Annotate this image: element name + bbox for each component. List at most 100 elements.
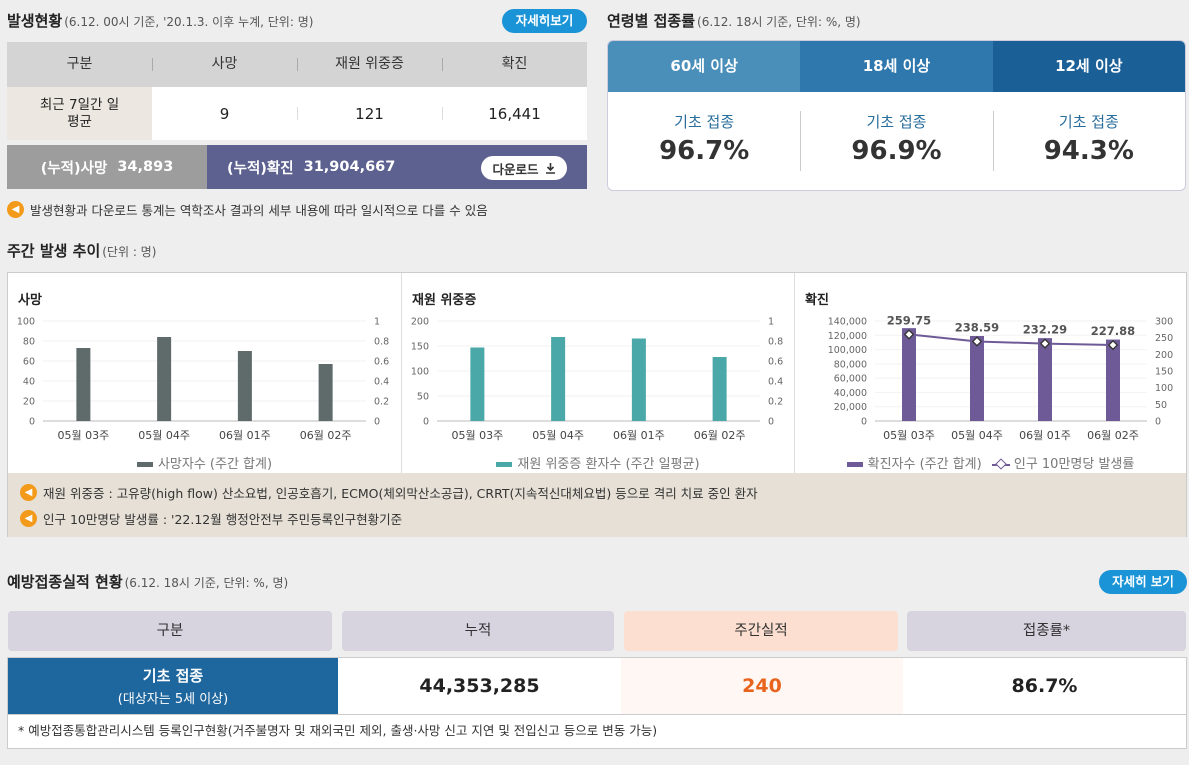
chart-title-confirmed: 확진	[805, 293, 829, 308]
y2-tick-label: 0	[768, 417, 774, 428]
vax-results-title: 예방접종실적 현황 (6.12. 18시 기준, 단위: %, 명)	[7, 571, 288, 592]
legend-critical-label: 재원 위중증 환자수 (주간 일평균)	[517, 457, 700, 472]
y2-tick-label: 250	[1155, 333, 1173, 344]
row-label-text: 최근 7일간 일평균	[39, 96, 120, 130]
weekly-subtitle: (단위 : 명)	[102, 245, 157, 259]
legend-swatch	[846, 462, 863, 467]
vax-row-title: 기초 접종	[142, 667, 204, 685]
bar	[970, 336, 984, 421]
legend-death: 사망자수 (주간 합계)	[8, 453, 401, 472]
age-vax-box: 60세 이상 18세 이상 12세 이상 기초 접종 96.7% 기초 접종 9…	[607, 40, 1186, 191]
vax-footnote: * 예방접종통합관리시스템 등록인구현황(거주불명자 및 재외국민 제외, 출생…	[18, 723, 658, 738]
legend-confirmed: 확진자수 (주간 합계) 인구 10만명당 발생률	[795, 453, 1186, 472]
x-tick-label: 06월 02주	[694, 429, 746, 442]
header-critical: 재원 위중증	[297, 42, 442, 87]
status-title-text: 발생현황	[7, 12, 63, 30]
y2-tick-label: 0.8	[768, 337, 783, 348]
y-tick-label: 0	[861, 417, 867, 428]
bar	[157, 337, 172, 421]
weekly-note-2: ◀ 인구 10만명당 발생률 : '22.12월 행정안전부 주민등록인구현황기준	[20, 509, 402, 528]
legend-swatch	[136, 462, 153, 467]
weekly-note-1: ◀ 재원 위중증 : 고유량(high flow) 산소요법, 인공호흡기, EC…	[20, 483, 758, 502]
data-label: 259.75	[887, 313, 931, 327]
y-tick-label: 0	[423, 417, 429, 428]
vax-row-subtitle: (대상자는 5세 이상)	[117, 692, 229, 707]
y-tick-label: 40,000	[834, 388, 867, 399]
age-cell-18: 기초 접종 96.9%	[800, 111, 992, 171]
data-label: 227.88	[1091, 324, 1135, 338]
y2-tick-label: 300	[1155, 317, 1173, 328]
rate-point	[971, 336, 983, 347]
y-tick-label: 80,000	[834, 359, 867, 370]
y2-tick-label: 0	[1155, 417, 1161, 428]
rate-point	[1039, 338, 1051, 349]
status-table: 구분 사망 재원 위중증 확진 최근 7일간 일평균 9 121 16,441	[7, 42, 587, 140]
chart-title-critical: 재원 위중증	[412, 293, 477, 308]
legend-critical: 재원 위중증 환자수 (주간 일평균)	[402, 453, 794, 472]
y-tick-label: 200	[411, 317, 429, 328]
y-tick-label: 60	[23, 357, 35, 368]
legend-death-label: 사망자수 (주간 합계)	[157, 457, 273, 472]
y2-tick-label: 150	[1155, 367, 1173, 378]
weekly-title: 주간 발생 추이 (단위 : 명)	[7, 240, 156, 261]
weekly-title-text: 주간 발생 추이	[7, 242, 101, 260]
y2-tick-label: 100	[1155, 383, 1173, 394]
x-tick-label: 06월 01주	[1019, 429, 1071, 442]
chart-panel-confirmed: 확진 0 20,000 40,000 60,000 80,000 100,000 120,0…	[794, 273, 1186, 473]
bar	[712, 357, 727, 421]
cumulative-death-value: 34,893	[117, 159, 174, 175]
age-label: 기초 접종	[674, 113, 735, 131]
vax-cumulative: 44,353,285	[419, 675, 540, 697]
legend-swatch	[496, 462, 513, 467]
download-button[interactable]: 다운로드	[481, 156, 567, 180]
cumulative-confirmed-value: 31,904,667	[303, 159, 396, 175]
y-tick-label: 40	[23, 377, 35, 388]
bar	[1038, 338, 1052, 421]
row-label: 최근 7일간 일평균	[7, 87, 152, 140]
y-tick-label: 20	[23, 397, 35, 408]
tab-12-plus[interactable]: 12세 이상	[992, 41, 1185, 92]
weekly-note-1-text: 재원 위중증 : 고유량(high flow) 산소요법, 인공호흡기, ECM…	[43, 486, 758, 501]
cumulative-confirmed-label: (누적)확진	[227, 160, 294, 177]
y2-tick-label: 1	[374, 317, 380, 328]
age-tabs: 60세 이상 18세 이상 12세 이상	[608, 41, 1185, 92]
age-vax-subtitle: (6.12. 18시 기준, 단위: %, 명)	[697, 15, 861, 29]
age-value-12: 94.3%	[1043, 136, 1134, 166]
x-tick-label: 05월 04주	[951, 429, 1003, 442]
weekly-note-2-text: 인구 10만명당 발생률 : '22.12월 행정안전부 주민등록인구현황기준	[43, 512, 403, 527]
age-vax-title: 연령별 접종률 (6.12. 18시 기준, 단위: %, 명)	[607, 10, 861, 31]
download-icon	[545, 163, 555, 174]
y2-tick-label: 0.4	[768, 377, 783, 388]
age-label: 기초 접종	[866, 113, 927, 131]
age-value-18: 96.9%	[851, 136, 942, 166]
vax-detail-button[interactable]: 자세히 보기	[1099, 570, 1187, 594]
cumulative-confirmed: (누적)확진 31,904,667 다운로드	[207, 145, 587, 189]
chart-title-death: 사망	[18, 293, 42, 308]
critical-avg: 121	[297, 87, 442, 140]
age-label: 기초 접종	[1058, 113, 1119, 131]
tab-18-plus[interactable]: 18세 이상	[800, 41, 993, 92]
x-tick-label: 06월 02주	[300, 429, 352, 442]
header-category: 구분	[66, 56, 93, 72]
age-vax-title-text: 연령별 접종률	[607, 12, 696, 30]
y-tick-label: 80	[23, 337, 35, 348]
x-tick-label: 06월 01주	[219, 429, 271, 442]
status-note-text: 발생현황과 다운로드 통계는 역학조사 결과의 세부 내용에 따라 일시적으로 …	[30, 203, 488, 218]
y2-tick-label: 0.6	[374, 357, 389, 368]
y2-tick-label: 0.6	[768, 357, 783, 368]
speaker-icon: ◀	[20, 484, 37, 501]
y2-tick-label: 0.4	[374, 377, 389, 388]
tab-60-plus[interactable]: 60세 이상	[608, 41, 801, 92]
bar	[631, 338, 646, 421]
bar	[1106, 339, 1120, 421]
x-tick-label: 06월 02주	[1087, 429, 1139, 442]
confirmed-avg: 16,441	[442, 87, 587, 140]
header-confirmed: 확진	[442, 42, 587, 87]
bar	[318, 364, 333, 421]
y2-tick-label: 200	[1155, 350, 1173, 361]
y-tick-label: 120,000	[828, 331, 867, 342]
status-detail-button[interactable]: 자세히보기	[502, 9, 587, 33]
table-row: 최근 7일간 일평균 9 121 16,441	[7, 87, 587, 140]
y-tick-label: 100,000	[828, 345, 867, 356]
rate-point	[903, 329, 915, 340]
